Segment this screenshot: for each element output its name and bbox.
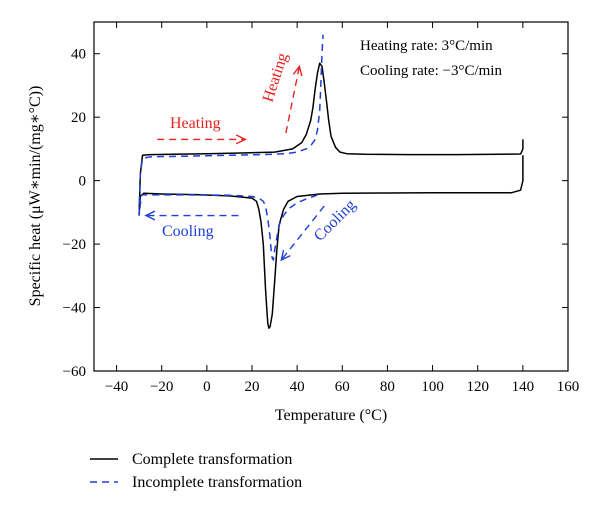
annotation-arrowhead (235, 134, 247, 145)
x-tick-label: 120 (466, 379, 489, 395)
y-tick-label: 40 (71, 47, 86, 63)
x-tick-label: −20 (150, 379, 173, 395)
annotation-arrow-label: Heating (170, 115, 221, 132)
x-axis-label: Temperature (°C) (275, 407, 387, 424)
y-tick-label: 20 (71, 110, 86, 126)
complete-transformation-line (138, 155, 524, 329)
annotation-arrow-label: Cooling (162, 223, 214, 240)
series-group (138, 34, 524, 329)
x-tick-label: −40 (105, 379, 128, 395)
annotation-arrow-label: Cooling (311, 196, 359, 244)
x-tick-label: 160 (557, 379, 580, 395)
annotation-arrows: Heating Heating Cooling Cooling (144, 51, 359, 262)
annotation-arrowhead (280, 250, 291, 262)
x-tick-label: 0 (203, 379, 211, 395)
cooling-rate-label: Cooling rate: −3°C/min (360, 63, 502, 79)
complete-transformation-line (138, 62, 524, 216)
y-axis-label: Specific heat (μW∗min/(mg∗°C)) (27, 86, 44, 307)
x-tick-label: 100 (421, 379, 444, 395)
plot-area (93, 21, 569, 372)
y-tick-label: 0 (79, 174, 87, 190)
x-tick-labels: −40 −20 0 20 40 60 80 100 120 140 160 (105, 379, 579, 395)
legend-label-complete: Complete transformation (132, 451, 292, 468)
axis-ticks (94, 22, 569, 372)
x-tick-label: 80 (380, 379, 395, 395)
y-tick-label: −40 (63, 301, 86, 317)
incomplete-transformation-line (138, 34, 324, 216)
y-tick-labels: −60 −40 −20 0 20 40 (63, 47, 86, 380)
legend-label-incomplete: Incomplete transformation (132, 474, 302, 491)
annotation-arrow-line (285, 66, 301, 134)
x-tick-label: 20 (245, 379, 260, 395)
heating-rate-label: Heating rate: 3°C/min (360, 38, 493, 54)
x-tick-label: 60 (335, 379, 350, 395)
annotation-arrowhead (144, 210, 156, 221)
y-tick-label: −20 (63, 237, 86, 253)
y-tick-label: −60 (63, 364, 86, 380)
annotation-arrowhead (292, 64, 303, 77)
x-tick-label: 40 (290, 379, 305, 395)
annotation-arrow-label: Heating (260, 51, 292, 104)
legend: Complete transformation Incomplete trans… (90, 451, 302, 491)
x-tick-label: 140 (512, 379, 535, 395)
